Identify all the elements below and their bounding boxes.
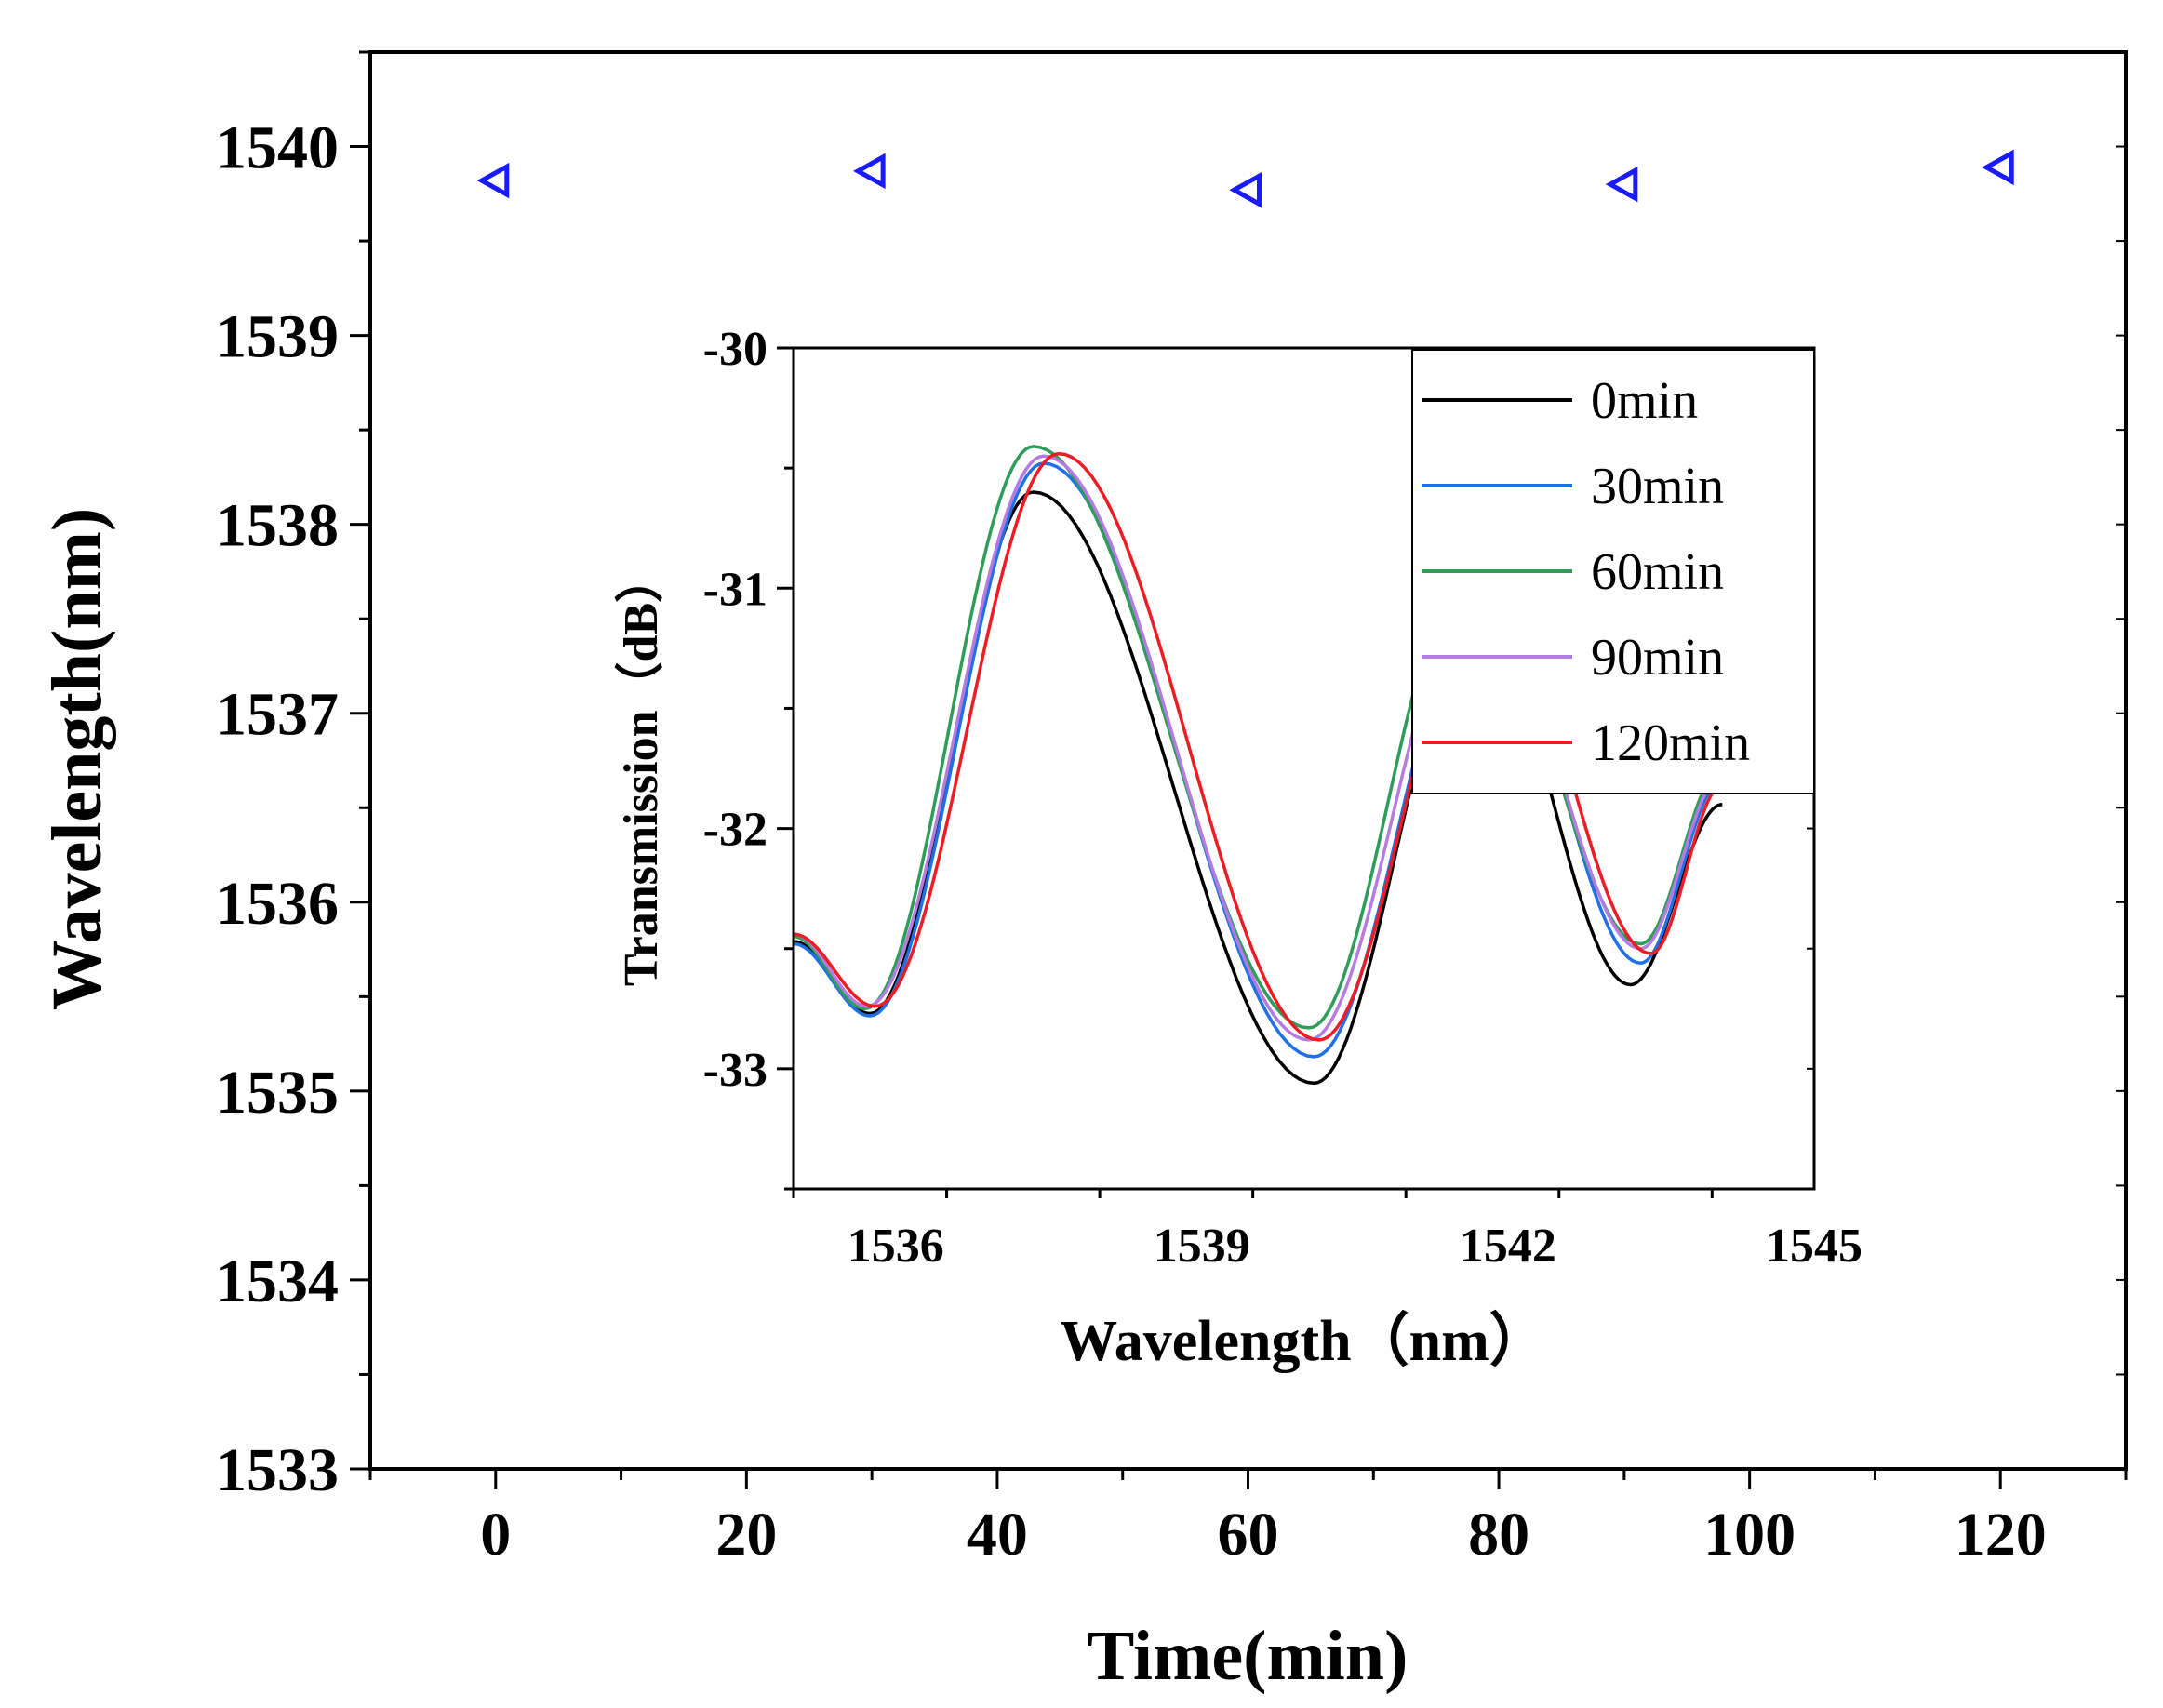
- inset-series-line-0min: [793, 490, 1723, 1086]
- main-x-tick-label: 100: [1703, 1501, 1796, 1568]
- main-y-tick-label: 1540: [216, 114, 339, 182]
- inset-tick-marks: [777, 346, 1814, 1198]
- inset-x-tick-label: 1539: [1154, 1220, 1250, 1273]
- main-x-tick-label: 40: [967, 1501, 1028, 1568]
- main-y-tick-label: 1536: [216, 870, 339, 938]
- inset-x-tick-labels: 1536 1539 1542 1545: [848, 1220, 1863, 1273]
- inset-y-tick-label: -31: [703, 563, 768, 616]
- main-data-point: [476, 162, 510, 199]
- inset-series-line-30min: [793, 461, 1723, 1059]
- main-data-points: [476, 149, 2014, 208]
- main-y-tick-label: 1539: [216, 303, 339, 371]
- inset-x-tick-label: 1542: [1460, 1220, 1556, 1273]
- legend-label: 0min: [1591, 372, 1698, 430]
- main-x-tick-label: 120: [1955, 1501, 2047, 1568]
- main-x-axis-title: Time(min): [1088, 1617, 1409, 1695]
- main-y-tick-label: 1537: [216, 681, 339, 749]
- main-x-tick-label: 0: [480, 1501, 511, 1568]
- inset-y-tick-label: -30: [703, 323, 768, 376]
- inset-y-axis-title: Transmission（dB）: [614, 554, 668, 986]
- main-data-point: [1229, 171, 1262, 208]
- inset-x-axis-title: Wavelength（nm）: [1060, 1308, 1547, 1373]
- inset-y-tick-labels: -30 -31 -32 -33: [703, 323, 768, 1097]
- legend-label: 120min: [1591, 714, 1750, 772]
- main-x-tick-label: 60: [1218, 1501, 1279, 1568]
- main-y-tick-label: 1535: [216, 1059, 339, 1127]
- inset-series-line-60min: [793, 445, 1723, 1030]
- main-x-tick-label: 20: [715, 1501, 777, 1568]
- legend-items: 0min 30min 60min 90min 120min: [1422, 372, 1750, 772]
- main-y-axis-title: Wavelength(nm): [38, 508, 116, 1010]
- main-data-point: [852, 153, 886, 190]
- main-data-point: [1605, 166, 1638, 203]
- inset-series-lines: [793, 445, 1723, 1086]
- main-y-tick-label: 1534: [216, 1248, 339, 1315]
- inset-plot: -30 -31 -32 -33 1536 1539 1542 1545 Wavelength…: [614, 323, 1863, 1373]
- inset-x-tick-label: 1536: [848, 1220, 944, 1273]
- main-plot: 1533 1534 1535 1536 1537 1538 1539 1540 0 20 40 60…: [38, 50, 2128, 1695]
- main-tick-marks: [350, 50, 2128, 1489]
- main-x-tick-labels: 0 20 40 60 80 100 120: [480, 1501, 2046, 1568]
- legend-label: 90min: [1591, 629, 1724, 687]
- inset-legend: 0min 30min 60min 90min 120min: [1411, 349, 1815, 794]
- inset-y-tick-label: -32: [703, 804, 768, 857]
- main-data-point: [1982, 149, 2014, 186]
- main-y-tick-label: 1533: [216, 1436, 339, 1504]
- main-y-tick-labels: 1533 1534 1535 1536 1537 1538 1539 1540: [216, 114, 339, 1504]
- legend-label: 30min: [1591, 458, 1724, 515]
- main-y-tick-label: 1538: [216, 492, 339, 560]
- inset-y-tick-label: -33: [703, 1044, 768, 1097]
- inset-x-tick-label: 1545: [1766, 1220, 1863, 1273]
- legend-label: 60min: [1591, 543, 1724, 601]
- inset-series-line-120min: [793, 451, 1723, 1042]
- main-x-tick-label: 80: [1468, 1501, 1529, 1568]
